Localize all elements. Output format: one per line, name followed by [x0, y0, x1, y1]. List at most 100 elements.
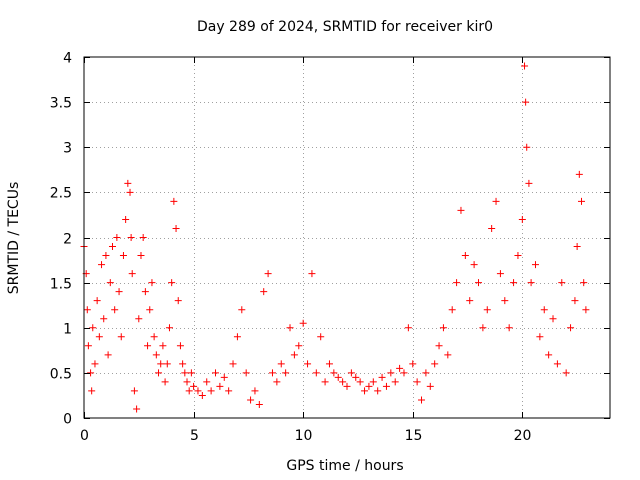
data-point: [144, 342, 151, 349]
data-point: [151, 333, 158, 340]
data-point: [396, 365, 403, 372]
data-point: [287, 324, 294, 331]
y-tick-label: 0.5: [50, 367, 72, 383]
x-tick-label: 15: [405, 428, 423, 444]
data-point: [89, 324, 96, 331]
y-axis-label: SRMTID / TECUs: [6, 182, 22, 295]
data-point: [102, 252, 109, 259]
data-point: [225, 387, 232, 394]
data-point: [170, 198, 177, 205]
data-point: [188, 369, 195, 376]
data-point: [479, 324, 486, 331]
y-tick-label: 3.5: [50, 96, 72, 112]
data-point: [361, 387, 368, 394]
data-point: [122, 216, 129, 223]
data-point: [131, 387, 138, 394]
data-point: [457, 207, 464, 214]
data-point: [383, 383, 390, 390]
data-point: [256, 401, 263, 408]
data-point: [85, 342, 92, 349]
data-point: [392, 378, 399, 385]
data-point: [528, 279, 535, 286]
data-point: [247, 396, 254, 403]
data-point: [344, 383, 351, 390]
data-point: [124, 180, 131, 187]
data-point: [157, 360, 164, 367]
data-point: [440, 324, 447, 331]
data-point: [501, 297, 508, 304]
data-point: [173, 225, 180, 232]
data-point: [488, 225, 495, 232]
y-tick-labels: 0 0.5 1 1.5 2 2.5 3 3.5 4: [50, 51, 72, 428]
data-point: [273, 378, 280, 385]
data-point: [133, 405, 140, 412]
data-point: [436, 342, 443, 349]
data-point: [574, 243, 581, 250]
data-point: [427, 383, 434, 390]
data-point: [471, 261, 478, 268]
x-tick-labels: 0 5 10 15 20: [80, 428, 531, 444]
data-point: [282, 369, 289, 376]
data-point: [94, 297, 101, 304]
x-axis-label: GPS time / hours: [286, 458, 403, 474]
data-point: [100, 315, 107, 322]
data-point: [159, 342, 166, 349]
data-point: [475, 279, 482, 286]
data-point: [422, 369, 429, 376]
data-point: [179, 360, 186, 367]
data-point: [521, 63, 528, 70]
y-tick-label: 1.5: [50, 277, 72, 293]
data-point: [186, 387, 193, 394]
data-point: [153, 351, 160, 358]
data-point: [146, 306, 153, 313]
data-point: [339, 378, 346, 385]
data-points: [81, 63, 590, 413]
data-point: [234, 333, 241, 340]
data-point: [212, 369, 219, 376]
data-point: [96, 333, 103, 340]
data-point: [208, 387, 215, 394]
data-point: [148, 279, 155, 286]
data-point: [493, 198, 500, 205]
data-point: [162, 378, 169, 385]
data-point: [571, 297, 578, 304]
data-point: [278, 360, 285, 367]
data-point: [111, 306, 118, 313]
data-point: [370, 378, 377, 385]
data-point: [357, 378, 364, 385]
data-point: [137, 252, 144, 259]
data-point: [140, 234, 147, 241]
data-point: [409, 360, 416, 367]
data-point: [107, 279, 114, 286]
data-point: [190, 383, 197, 390]
data-point: [216, 383, 223, 390]
data-point: [269, 369, 276, 376]
data-point: [184, 378, 191, 385]
data-point: [352, 374, 359, 381]
data-point: [155, 369, 162, 376]
data-point: [181, 369, 188, 376]
data-point: [532, 261, 539, 268]
data-point: [431, 360, 438, 367]
data-point: [230, 360, 237, 367]
data-point: [462, 252, 469, 259]
x-tick-label: 20: [514, 428, 532, 444]
data-point: [484, 306, 491, 313]
y-tick-label: 3: [63, 141, 72, 157]
data-point: [374, 387, 381, 394]
data-point: [330, 369, 337, 376]
data-point: [175, 297, 182, 304]
data-point: [87, 369, 94, 376]
data-point: [519, 216, 526, 223]
data-point: [497, 270, 504, 277]
data-point: [348, 369, 355, 376]
data-point: [260, 288, 267, 295]
data-point: [238, 306, 245, 313]
data-point: [550, 315, 557, 322]
data-point: [142, 288, 149, 295]
data-point: [576, 171, 583, 178]
data-point: [379, 374, 386, 381]
data-point: [541, 306, 548, 313]
x-tick-label: 10: [295, 428, 313, 444]
data-point: [308, 270, 315, 277]
